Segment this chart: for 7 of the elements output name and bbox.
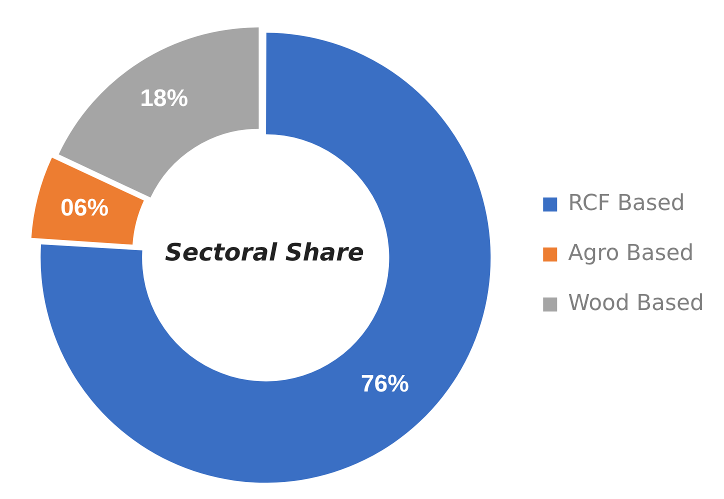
legend-label: Wood Based bbox=[568, 291, 704, 316]
data-label: 76% bbox=[360, 370, 409, 398]
legend-label: Agro Based bbox=[568, 241, 694, 266]
data-label: 18% bbox=[140, 84, 188, 112]
legend-label: RCF Based bbox=[568, 191, 685, 216]
data-label: 06% bbox=[60, 194, 109, 222]
text: Sectoral Share bbox=[165, 238, 364, 267]
